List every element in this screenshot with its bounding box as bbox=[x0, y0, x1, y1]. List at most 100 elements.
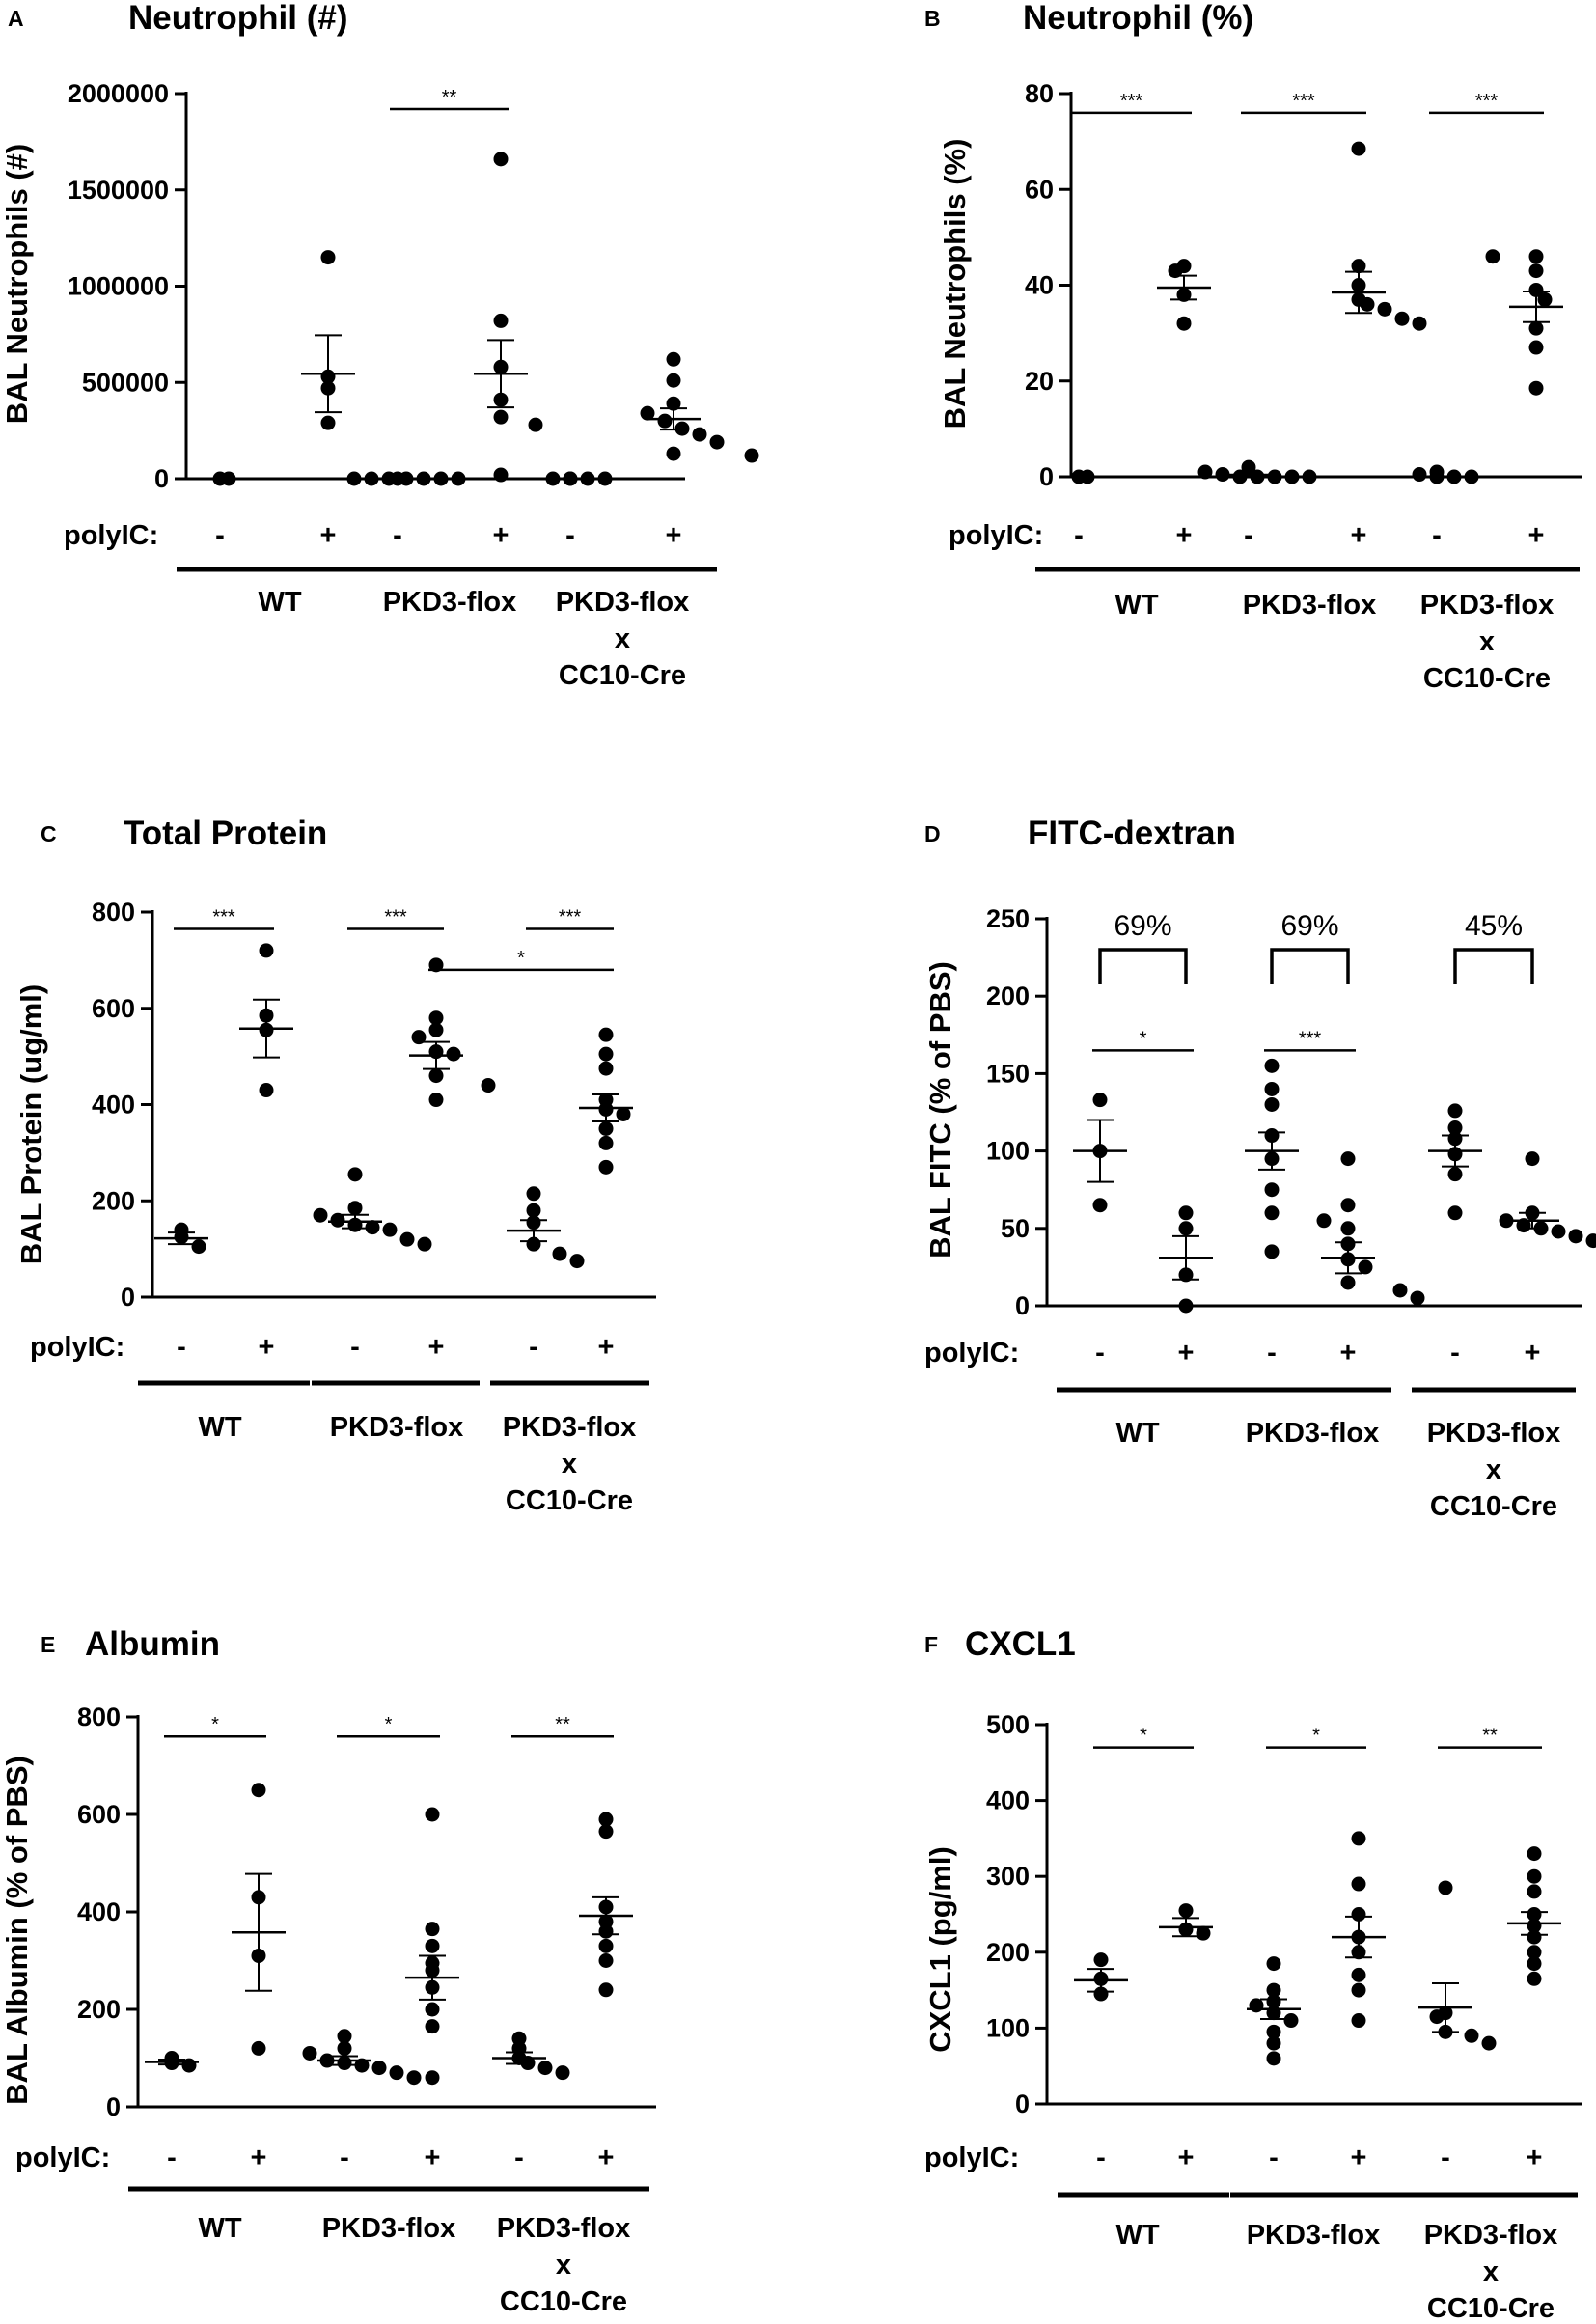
condition-value: - bbox=[1267, 1338, 1277, 1369]
data-point bbox=[411, 1030, 427, 1045]
reduction-bracket bbox=[1270, 948, 1350, 984]
data-point bbox=[1360, 296, 1375, 312]
group-label: PKD3-flox bbox=[322, 2213, 456, 2244]
data-point bbox=[1093, 1952, 1109, 1968]
data-point bbox=[1267, 469, 1282, 484]
data-point bbox=[598, 1938, 614, 1953]
group-label: PKD3-flox bbox=[503, 1412, 637, 1443]
data-point bbox=[371, 2061, 387, 2076]
group-label: CC10-Cre bbox=[1430, 1491, 1557, 1522]
data-point bbox=[1429, 2009, 1445, 2025]
panel-letter: F bbox=[924, 1632, 938, 1657]
condition-value: + bbox=[1351, 2143, 1367, 2173]
condition-value: + bbox=[259, 1332, 275, 1363]
y-tick-label: 0 bbox=[1039, 462, 1054, 491]
data-point bbox=[563, 471, 578, 486]
data-point bbox=[1264, 1182, 1280, 1198]
significance-label: *** bbox=[559, 906, 582, 927]
data-point bbox=[1351, 259, 1366, 274]
chart-title: Neutrophil (#) bbox=[128, 0, 347, 37]
data-point bbox=[1178, 1903, 1194, 1919]
y-tick-label: 200 bbox=[77, 1995, 121, 2024]
group-label: WT bbox=[198, 2213, 241, 2244]
data-point bbox=[320, 250, 336, 265]
condition-value: - bbox=[1441, 2143, 1450, 2173]
data-point bbox=[493, 152, 509, 167]
condition-value: - bbox=[514, 2143, 524, 2173]
y-axis-label: BAL Protein (ug/ml) bbox=[14, 984, 48, 1264]
data-point bbox=[1266, 1956, 1281, 1972]
y-tick-label: 1000000 bbox=[68, 272, 169, 301]
data-point bbox=[1481, 2035, 1497, 2051]
data-point bbox=[493, 409, 509, 425]
data-point bbox=[425, 2019, 440, 2034]
data-point bbox=[221, 471, 236, 486]
data-point bbox=[1447, 1120, 1463, 1136]
data-point bbox=[598, 1120, 614, 1136]
data-point bbox=[1527, 1868, 1542, 1884]
data-point bbox=[1093, 1986, 1109, 2002]
y-tick-label: 20 bbox=[1025, 367, 1054, 396]
data-point bbox=[1527, 1956, 1542, 1972]
y-tick-label: 100 bbox=[986, 1137, 1030, 1166]
data-point bbox=[1551, 1224, 1566, 1239]
condition-value: + bbox=[1340, 1338, 1357, 1369]
condition-value: - bbox=[177, 1332, 186, 1363]
data-point bbox=[598, 1982, 614, 1998]
data-point bbox=[1351, 1967, 1366, 1982]
data-point bbox=[428, 1010, 444, 1026]
data-point bbox=[1410, 1290, 1425, 1306]
data-point bbox=[425, 1807, 440, 1822]
group-label: x bbox=[1483, 2256, 1499, 2287]
data-point bbox=[1527, 1971, 1542, 1986]
y-tick-label: 0 bbox=[121, 1283, 135, 1312]
panel-letter: A bbox=[8, 6, 24, 31]
data-point bbox=[1429, 469, 1445, 484]
reduction-label: 69% bbox=[1114, 910, 1171, 942]
data-point bbox=[251, 2040, 266, 2056]
group-label: CC10-Cre bbox=[1423, 663, 1551, 694]
data-point bbox=[1392, 1283, 1408, 1298]
data-point bbox=[1340, 1151, 1356, 1167]
group-label: WT bbox=[1115, 2220, 1159, 2251]
data-point bbox=[640, 405, 655, 421]
y-tick-label: 800 bbox=[77, 1702, 121, 1731]
data-point bbox=[1412, 316, 1427, 331]
y-tick-label: 500000 bbox=[82, 368, 169, 397]
data-point bbox=[1447, 1167, 1463, 1182]
data-point bbox=[598, 1046, 614, 1062]
condition-value: - bbox=[215, 520, 225, 551]
condition-value: + bbox=[320, 520, 337, 551]
data-point bbox=[1464, 469, 1479, 484]
group-label: CC10-Cre bbox=[500, 2286, 627, 2317]
significance-label: *** bbox=[212, 906, 235, 927]
data-point bbox=[597, 471, 613, 486]
data-point bbox=[1176, 316, 1192, 331]
y-tick-label: 2000000 bbox=[68, 79, 169, 108]
data-point bbox=[1528, 263, 1544, 279]
group-label: PKD3-flox bbox=[556, 587, 690, 618]
data-point bbox=[330, 1212, 345, 1228]
data-point bbox=[526, 1203, 541, 1218]
data-point bbox=[1528, 282, 1544, 297]
condition-value: + bbox=[428, 1332, 445, 1363]
reduction-bracket bbox=[1453, 948, 1534, 984]
condition-value: + bbox=[1351, 520, 1367, 551]
data-point bbox=[1340, 1198, 1356, 1213]
group-label: PKD3-flox bbox=[1246, 1418, 1380, 1449]
data-point bbox=[580, 471, 595, 486]
significance-label: *** bbox=[384, 906, 407, 927]
significance-label: *** bbox=[1120, 91, 1143, 112]
panel-letter: D bbox=[924, 821, 941, 846]
panel-b: B Neutrophil (%) BAL Neutrophils (%) 0 20… bbox=[924, 0, 1582, 694]
y-axis-label: CXCL1 (pg/ml) bbox=[923, 1846, 957, 2053]
data-point bbox=[545, 471, 561, 486]
data-point bbox=[666, 396, 681, 411]
data-point bbox=[1585, 1233, 1596, 1249]
condition-label: polyIC: bbox=[15, 2143, 110, 2173]
y-axis-label: BAL FITC (% of PBS) bbox=[923, 961, 957, 1259]
y-tick-label: 40 bbox=[1025, 271, 1054, 300]
